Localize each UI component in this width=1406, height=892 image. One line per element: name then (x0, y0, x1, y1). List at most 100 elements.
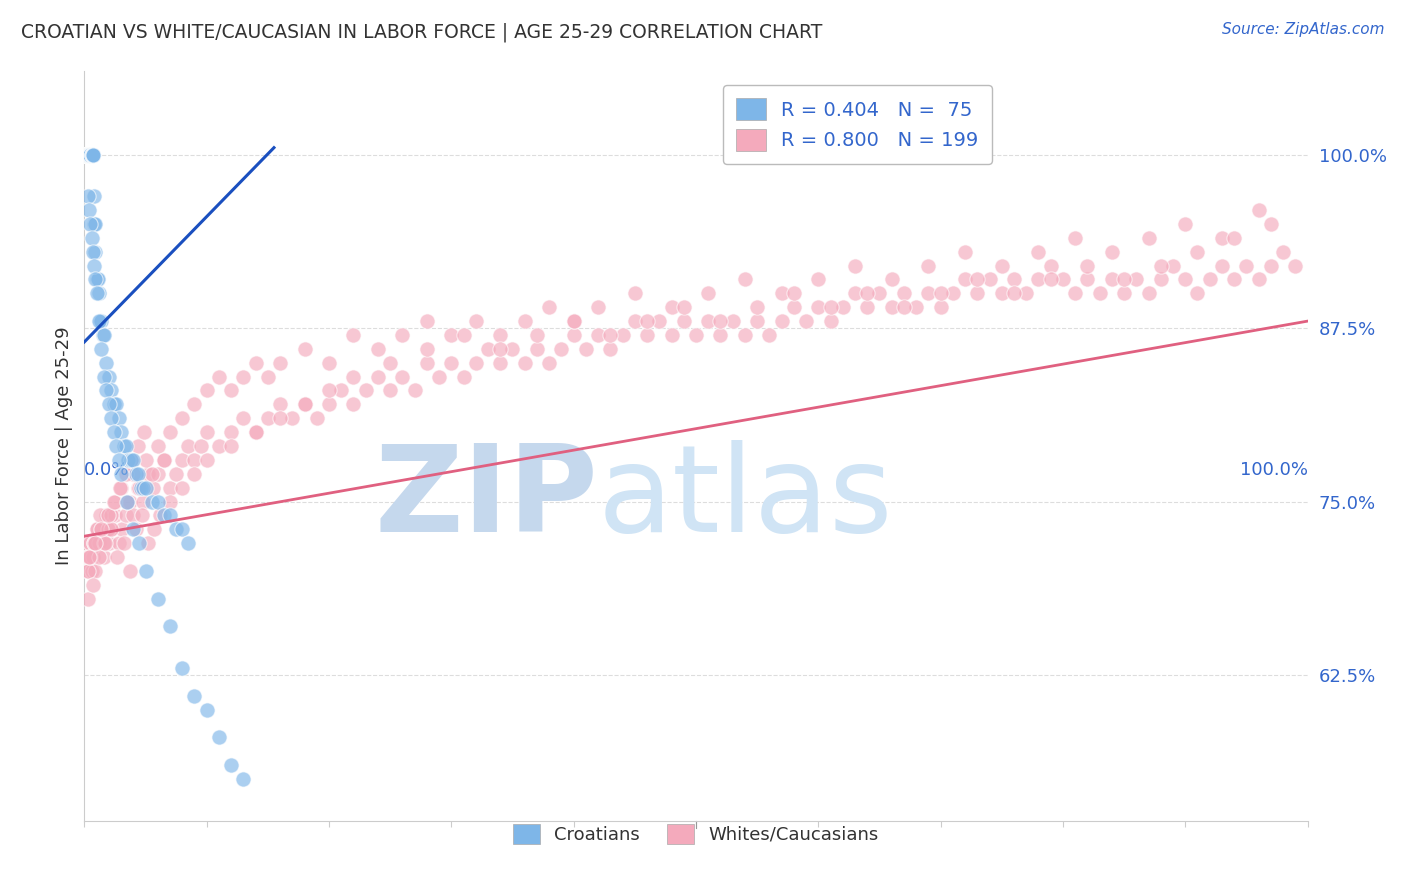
Point (318, 384, 340, 398)
Point (183, 397, 205, 411)
Point (82, 578, 104, 592)
Point (153, 453, 176, 467)
Point (79, 147, 101, 161)
Point (190, 439, 212, 453)
Point (1247, 203, 1270, 218)
Point (135, 453, 157, 467)
Point (1002, 286, 1025, 301)
Point (127, 439, 149, 453)
Point (91, 328, 114, 343)
Point (562, 328, 585, 343)
Point (75, 147, 97, 161)
Point (84, 244, 107, 259)
Point (219, 384, 242, 398)
Point (77, 564, 100, 578)
Point (269, 397, 291, 411)
Point (195, 703, 218, 717)
Point (75, 147, 97, 161)
Point (624, 286, 647, 301)
Point (794, 314, 817, 328)
Point (489, 328, 512, 343)
Point (807, 300, 830, 314)
Point (1247, 272, 1270, 286)
Point (89, 508, 111, 523)
Point (783, 286, 806, 301)
Point (97, 536, 120, 550)
Point (115, 508, 138, 523)
Point (1260, 217, 1282, 231)
Point (367, 369, 389, 384)
Point (697, 286, 720, 301)
Point (502, 342, 524, 356)
Point (219, 425, 242, 439)
Point (489, 342, 512, 356)
Point (121, 453, 143, 467)
Point (76, 147, 98, 161)
Point (893, 300, 915, 314)
Point (153, 453, 176, 467)
Point (143, 522, 166, 536)
Point (734, 328, 756, 343)
Point (953, 272, 976, 286)
Point (453, 328, 475, 343)
Point (115, 494, 138, 508)
Point (97, 397, 120, 411)
Point (77, 147, 100, 161)
Point (1211, 231, 1233, 245)
Point (77, 549, 100, 564)
Point (159, 494, 181, 508)
Point (84, 536, 107, 550)
Point (112, 536, 135, 550)
Point (77, 549, 100, 564)
Point (107, 453, 129, 467)
Point (245, 356, 267, 370)
Point (104, 508, 127, 523)
Point (709, 314, 731, 328)
Y-axis label: In Labor Force | Age 25-29: In Labor Force | Age 25-29 (55, 326, 73, 566)
Point (77, 147, 100, 161)
Point (149, 508, 172, 523)
Point (159, 425, 181, 439)
Point (844, 259, 866, 273)
Point (232, 772, 254, 786)
Text: CROATIAN VS WHITE/CAUCASIAN IN LABOR FORCE | AGE 25-29 CORRELATION CHART: CROATIAN VS WHITE/CAUCASIAN IN LABOR FOR… (21, 22, 823, 42)
Point (721, 314, 744, 328)
Point (917, 259, 939, 273)
Point (100, 508, 122, 523)
Point (1198, 272, 1220, 286)
Point (269, 411, 291, 425)
Point (294, 342, 316, 356)
Point (391, 369, 413, 384)
Point (77, 564, 100, 578)
Point (1223, 231, 1246, 245)
Point (90, 522, 112, 536)
Point (440, 328, 463, 343)
Point (87, 314, 110, 328)
Point (86, 286, 108, 301)
Point (342, 328, 364, 343)
Point (111, 522, 134, 536)
Point (84, 272, 107, 286)
Point (79, 147, 101, 161)
Point (77, 147, 100, 161)
Point (624, 314, 647, 328)
Point (86, 522, 108, 536)
Point (75, 536, 97, 550)
Point (685, 328, 707, 343)
Point (172, 522, 194, 536)
Point (648, 314, 671, 328)
Point (330, 384, 353, 398)
Point (380, 356, 402, 370)
Point (599, 342, 621, 356)
Point (96, 384, 118, 398)
Point (416, 314, 439, 328)
Point (245, 425, 267, 439)
Point (112, 439, 135, 453)
Point (575, 342, 598, 356)
Point (122, 467, 145, 481)
Point (110, 467, 132, 481)
Point (893, 286, 915, 301)
Point (75, 147, 97, 161)
Point (489, 356, 512, 370)
Point (586, 328, 609, 343)
